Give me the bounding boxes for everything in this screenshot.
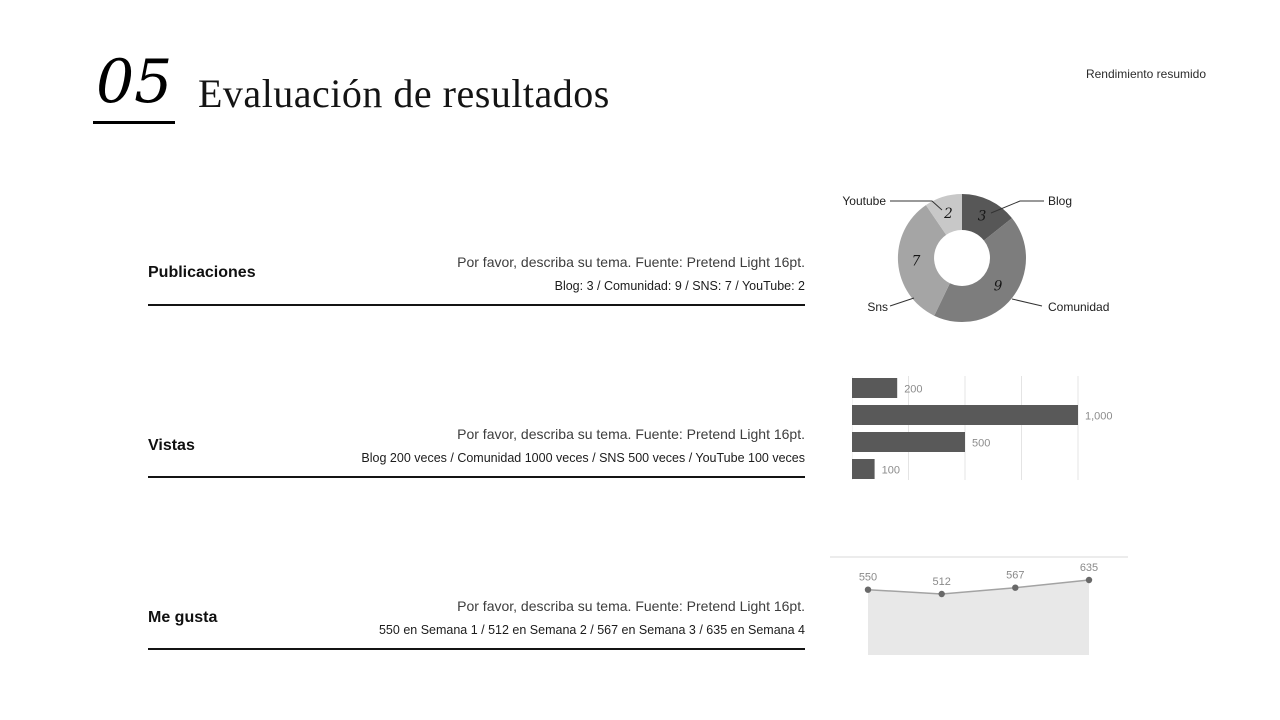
svg-text:3: 3	[978, 209, 987, 225]
description-line2: Blog 200 veces / Comunidad 1000 veces / …	[361, 451, 805, 465]
line-chart: 550 512 567 635	[830, 552, 1128, 658]
svg-text:9: 9	[994, 279, 1003, 295]
donut-chart-canvas: 3 9 7 2	[889, 193, 1044, 323]
svg-text:100: 100	[882, 465, 900, 477]
donut-label-blog: Blog	[1048, 194, 1073, 208]
svg-text:1,000: 1,000	[1085, 411, 1113, 423]
section-description: Por favor, describa su tema. Fuente: Pre…	[217, 598, 805, 637]
svg-text:200: 200	[904, 384, 922, 396]
description-line1: Por favor, describa su tema. Fuente: Pre…	[457, 426, 805, 442]
donut-label-sns: Sns	[867, 300, 888, 314]
donut-label-youtube: Youtube	[842, 194, 886, 208]
page-title: Evaluación de resultados	[198, 71, 610, 116]
section-label: Me gusta	[148, 608, 218, 626]
svg-text:500: 500	[972, 438, 990, 450]
line-chart-canvas: 550 512 567 635	[830, 556, 1128, 655]
svg-text:635: 635	[1080, 562, 1098, 574]
corner-note: Rendimiento resumido	[1085, 67, 1206, 81]
section-label: Vistas	[148, 436, 195, 454]
section-row-vistas: Vistas Por favor, describa su tema. Fuen…	[148, 415, 805, 478]
donut-chart: 3 9 7 2 Youtube Blog Sns Comunidad	[828, 188, 1128, 338]
section-description: Por favor, describa su tema. Fuente: Pre…	[256, 254, 805, 293]
description-line2: 550 en Semana 1 / 512 en Semana 2 / 567 …	[378, 623, 805, 637]
bar-chart: 200 1,000 500 100	[851, 376, 1128, 480]
svg-text:7: 7	[912, 253, 921, 269]
section-row-megusta: Me gusta Por favor, describa su tema. Fu…	[148, 587, 805, 650]
svg-text:567: 567	[1006, 570, 1024, 582]
bar-chart-canvas: 200 1,000 500 100	[851, 376, 1113, 480]
section-description: Por favor, describa su tema. Fuente: Pre…	[195, 426, 805, 465]
svg-text:512: 512	[933, 576, 951, 588]
svg-text:2: 2	[943, 206, 953, 222]
section-number-underline	[93, 121, 175, 124]
description-line2: Blog: 3 / Comunidad: 9 / SNS: 7 / YouTub…	[554, 278, 805, 293]
section-row-publicaciones: Publicaciones Por favor, describa su tem…	[148, 242, 805, 306]
description-line1: Por favor, describa su tema. Fuente: Pre…	[457, 253, 805, 270]
section-label: Publicaciones	[148, 264, 256, 281]
svg-text:550: 550	[859, 572, 877, 584]
description-line1: Por favor, describa su tema. Fuente: Pre…	[457, 598, 805, 614]
donut-label-comunidad: Comunidad	[1048, 300, 1110, 314]
section-number: 05	[96, 47, 173, 117]
